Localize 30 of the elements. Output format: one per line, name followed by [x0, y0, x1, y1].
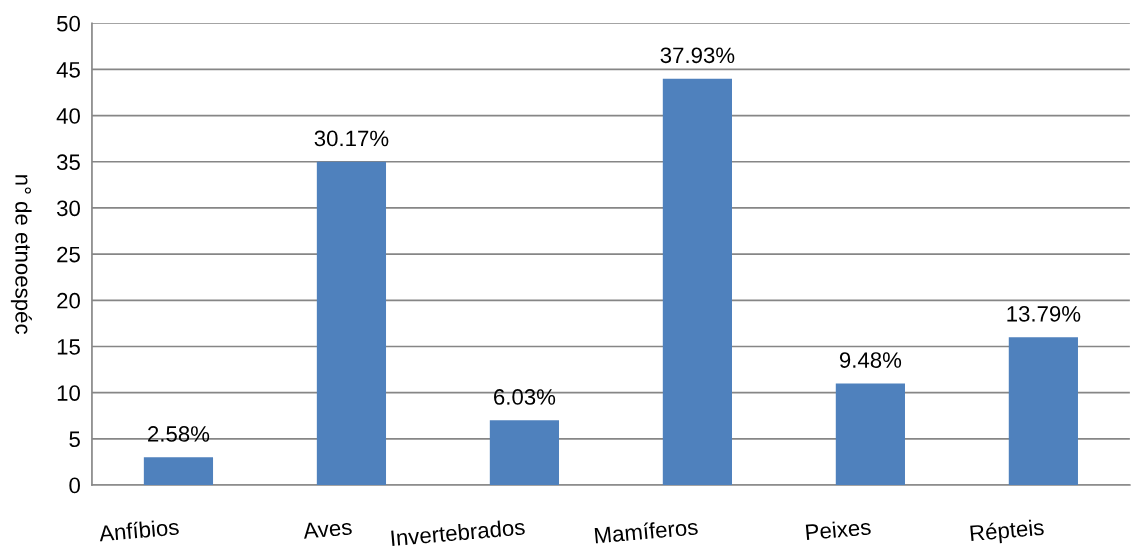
bar	[1008, 337, 1078, 485]
y-axis-title: n° de etnoespéc	[10, 175, 32, 334]
x-tick-label: Mamíferos	[594, 518, 699, 544]
annotation: 2.58%	[148, 426, 210, 442]
y-tick-label: 30	[56, 200, 80, 217]
bar	[143, 457, 214, 485]
y-tick-label: 45	[56, 62, 80, 78]
y-tick-label: 5	[69, 431, 80, 448]
y-tick-label: 50	[57, 15, 80, 32]
annotation: 6.03%	[494, 389, 556, 405]
x-tick-label: Répteis	[970, 518, 1045, 546]
annotation: 37.93%	[660, 47, 735, 64]
annotation: 9.48%	[839, 352, 902, 368]
y-tick-label: 20	[57, 292, 80, 309]
y-tick-label: 40	[56, 108, 80, 124]
x-tick-label: Anfíbios	[98, 518, 180, 542]
bar	[316, 161, 387, 485]
x-tick-label: Peixes	[805, 518, 872, 541]
annotation: 30.17%	[314, 130, 389, 147]
annotation: 13.79%	[1007, 305, 1081, 322]
y-tick-label: 35	[56, 154, 80, 171]
y-tick-label: 25	[57, 246, 80, 263]
y-tick-label: 0	[69, 477, 80, 494]
bar	[489, 420, 560, 485]
bar	[662, 78, 732, 485]
x-tick-label: Invertebrados	[391, 518, 526, 547]
y-tick-label: 10	[57, 385, 80, 401]
bar	[835, 383, 905, 485]
x-tick-label: Aves	[302, 519, 353, 539]
y-tick-label: 15	[57, 339, 80, 355]
